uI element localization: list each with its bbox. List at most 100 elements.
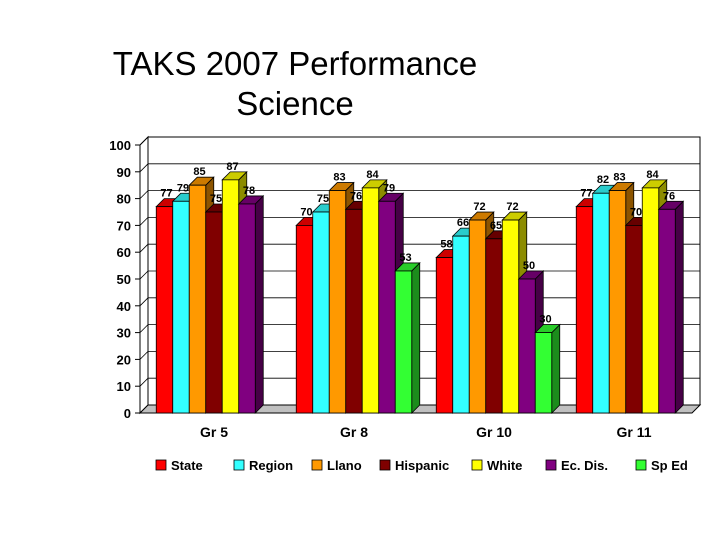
legend-label: Ec. Dis. — [561, 458, 608, 473]
legend-swatch — [379, 459, 391, 471]
legend-label: Region — [249, 458, 293, 473]
bar-front — [468, 219, 487, 414]
bar-front — [452, 235, 470, 414]
data-label: 78 — [243, 185, 255, 197]
bars — [155, 170, 685, 414]
title-line-1: TAKS 2007 Performance — [112, 45, 478, 82]
y-tick-label: 40 — [117, 299, 131, 314]
data-label: 87 — [226, 161, 238, 173]
bar-front — [435, 257, 454, 414]
x-category-label: Gr 8 — [340, 424, 368, 440]
slide-title: TAKS 2007 Performance Science — [60, 44, 530, 124]
y-tick-label: 50 — [117, 272, 131, 287]
bar-front — [205, 211, 223, 414]
legend-swatch — [635, 459, 647, 471]
data-label: 53 — [399, 252, 411, 264]
y-tick-label: 20 — [117, 352, 131, 367]
legend-label: Sp Ed — [651, 458, 688, 473]
bar-front — [155, 206, 174, 414]
legend-label: Llano — [327, 458, 362, 473]
bar-front — [345, 208, 363, 414]
data-label: 83 — [333, 172, 345, 184]
data-label: 58 — [440, 239, 452, 251]
data-label: 84 — [366, 169, 379, 181]
bar-front — [328, 190, 347, 414]
legend-label: White — [487, 458, 522, 473]
data-label: 75 — [317, 193, 329, 205]
data-label: 79 — [383, 182, 395, 194]
y-tick-label: 30 — [117, 326, 131, 341]
bar-front — [534, 332, 553, 414]
gridline — [139, 163, 700, 173]
bar-front — [518, 278, 536, 414]
legend-item: White — [471, 458, 522, 473]
bar-front — [394, 270, 413, 414]
bar-front — [378, 200, 396, 414]
data-label: 76 — [350, 190, 362, 202]
data-label: 66 — [457, 217, 469, 229]
data-label: 65 — [490, 220, 502, 232]
bar-front — [575, 206, 594, 414]
data-label: 84 — [646, 169, 659, 181]
bar-front — [658, 208, 676, 414]
data-label: 77 — [160, 188, 172, 200]
bar-side — [411, 261, 421, 414]
bar — [657, 200, 685, 414]
data-label: 70 — [300, 206, 312, 218]
y-axis: 0 10 20 30 40 50 60 70 80 90 100 — [109, 138, 141, 421]
legend-swatch — [233, 459, 245, 471]
bar-front — [295, 224, 314, 414]
y-tick-label: 0 — [124, 406, 131, 421]
x-category-label: Gr 5 — [200, 424, 228, 440]
data-label: 77 — [580, 188, 592, 200]
data-label: 75 — [210, 193, 222, 205]
bar-front — [608, 190, 627, 414]
x-category-label: Gr 11 — [616, 424, 651, 440]
data-label: 72 — [506, 201, 518, 213]
legend-item: Sp Ed — [635, 458, 688, 473]
data-label: 30 — [539, 314, 551, 326]
data-label: 83 — [613, 172, 625, 184]
legend-label: State — [171, 458, 203, 473]
gridline — [139, 190, 700, 199]
bar-front — [238, 203, 256, 414]
y-tick-label: 10 — [117, 379, 131, 394]
data-label: 79 — [177, 182, 189, 194]
bar-front — [641, 187, 660, 414]
y-tick-label: 90 — [117, 165, 131, 180]
data-labels: 77 79 85 75 87 78 70 75 83 76 84 79 53 58 66 72 65 72 50 30… — [160, 161, 675, 326]
y-tick-label: 60 — [117, 245, 131, 260]
data-label: 82 — [597, 174, 609, 186]
data-label: 50 — [523, 260, 535, 272]
bar — [394, 261, 421, 414]
title-line-2: Science — [236, 85, 354, 122]
legend-item: Llano — [311, 458, 362, 473]
bar-front — [361, 187, 380, 414]
bar-front — [172, 200, 190, 414]
bar-front — [312, 211, 330, 414]
bar — [534, 323, 561, 414]
legend-item: Region — [233, 458, 293, 473]
legend-swatch — [545, 459, 557, 471]
legend-swatch — [471, 459, 483, 471]
bar-front — [221, 179, 240, 414]
legend-swatch — [155, 459, 167, 471]
x-category-label: Gr 10 — [476, 424, 512, 440]
y-tick-label: 70 — [117, 218, 131, 233]
gridline — [139, 136, 700, 146]
y-tick-label: 80 — [117, 192, 131, 207]
data-label: 85 — [193, 166, 205, 178]
legend-item: State — [155, 458, 203, 473]
bar-front — [592, 192, 610, 414]
data-label: 70 — [630, 206, 642, 218]
data-label: 76 — [663, 190, 675, 202]
legend: State Region Llano Hispanic White Ec. Dis. Sp … — [155, 458, 688, 473]
y-tick-label: 100 — [109, 138, 131, 153]
bar-side — [551, 323, 561, 414]
bar-front — [625, 224, 643, 414]
legend-swatch — [311, 459, 323, 471]
bar-front — [485, 238, 503, 414]
legend-item: Hispanic — [379, 458, 449, 473]
bar-side — [254, 194, 264, 414]
